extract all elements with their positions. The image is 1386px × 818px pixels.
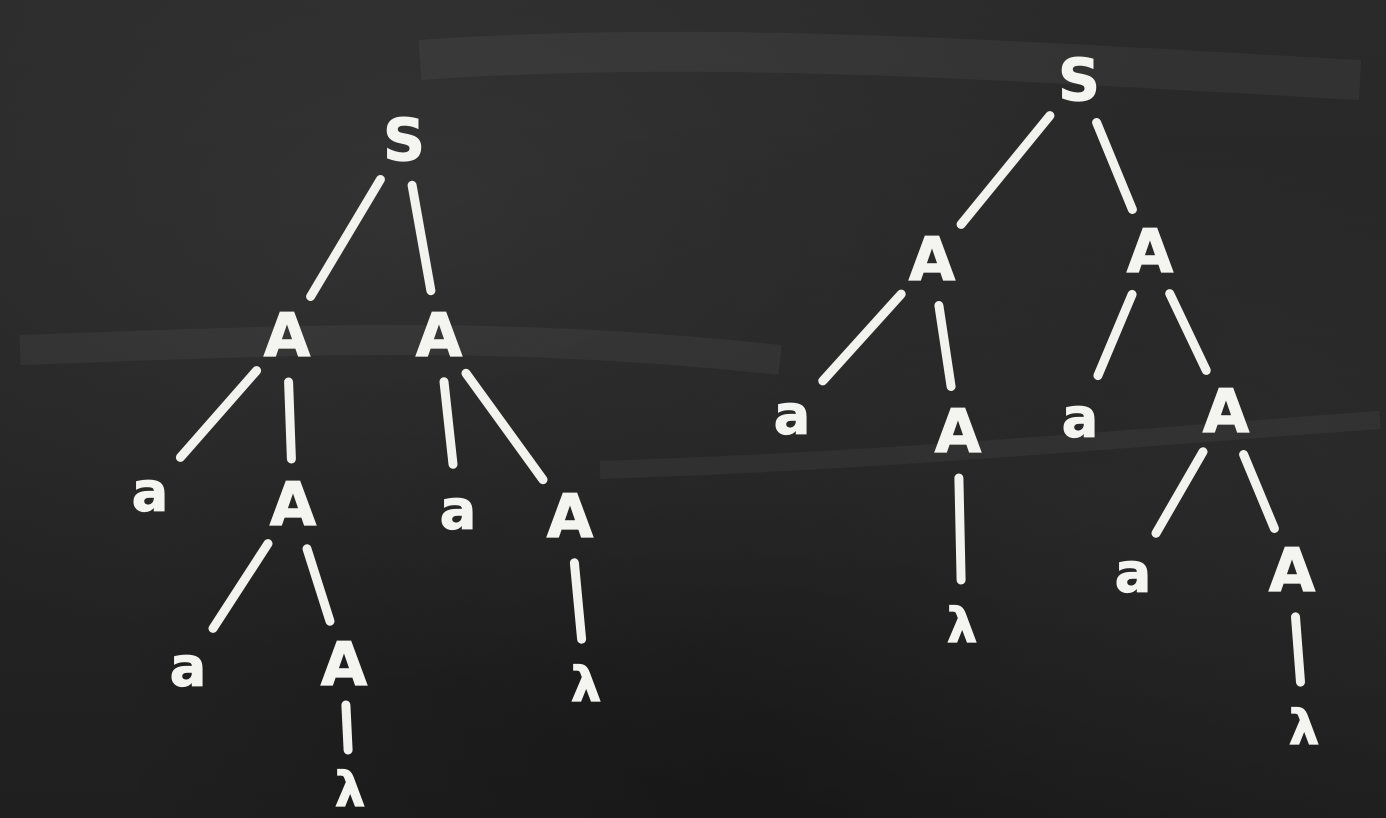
tree-node-R6: A	[1203, 377, 1250, 447]
tree-node-L1: A	[264, 301, 311, 371]
tree-edge-L2-L5	[439, 377, 458, 469]
tree-edge-L4-L7	[208, 539, 273, 633]
tree-edge-L2-L6	[461, 368, 548, 485]
tree-node-R0: S	[1058, 46, 1100, 114]
tree-edge-R4-R7	[954, 473, 966, 585]
tree-edge-R0-R2	[1092, 118, 1137, 214]
tree-node-R7: λ	[947, 598, 977, 654]
tree-edge-R1-R3	[818, 289, 906, 386]
tree-edge-R2-R6	[1165, 289, 1211, 375]
tree-edge-R0-R1	[956, 111, 1055, 229]
tree-node-R9: A	[1269, 536, 1316, 606]
tree-edge-L1-L4	[284, 377, 296, 464]
tree-node-L9: λ	[571, 657, 601, 713]
tree-node-R2: A	[1127, 217, 1174, 287]
tree-node-R5: a	[1062, 387, 1098, 450]
tree-edge-L1-L3	[175, 366, 262, 462]
tree-node-L5: a	[440, 479, 476, 542]
tree-edge-R9-R10	[1291, 612, 1305, 687]
tree-node-L3: a	[132, 461, 168, 524]
tree-node-L8: A	[321, 630, 368, 700]
tree-node-R1: A	[909, 225, 956, 295]
tree-edge-R2-R5	[1093, 289, 1137, 381]
tree-node-R4: A	[935, 397, 982, 467]
tree-node-L4: A	[270, 470, 317, 540]
tree-node-R3: a	[774, 384, 810, 447]
tree-edge-L8-L10	[341, 700, 353, 755]
tree-edge-L6-L9	[569, 558, 587, 644]
tree-edge-R1-R4	[934, 301, 956, 391]
tree-edge-R6-R8	[1151, 447, 1208, 538]
tree-edges	[175, 111, 1305, 755]
tree-node-L0: S	[383, 106, 425, 174]
tree-node-L6: A	[547, 482, 594, 552]
tree-node-R10: λ	[1289, 700, 1319, 756]
tree-edge-R6-R9	[1239, 450, 1279, 533]
tree-node-L7: a	[170, 636, 206, 699]
tree-edge-L0-L2	[407, 180, 436, 296]
tree-edge-L4-L8	[302, 544, 335, 626]
board-smudges	[19, 31, 1381, 479]
tree-edge-L0-L1	[306, 175, 385, 301]
tree-node-R8: a	[1115, 542, 1151, 605]
tree-node-L10: λ	[335, 762, 365, 818]
tree-node-L2: A	[416, 301, 463, 371]
